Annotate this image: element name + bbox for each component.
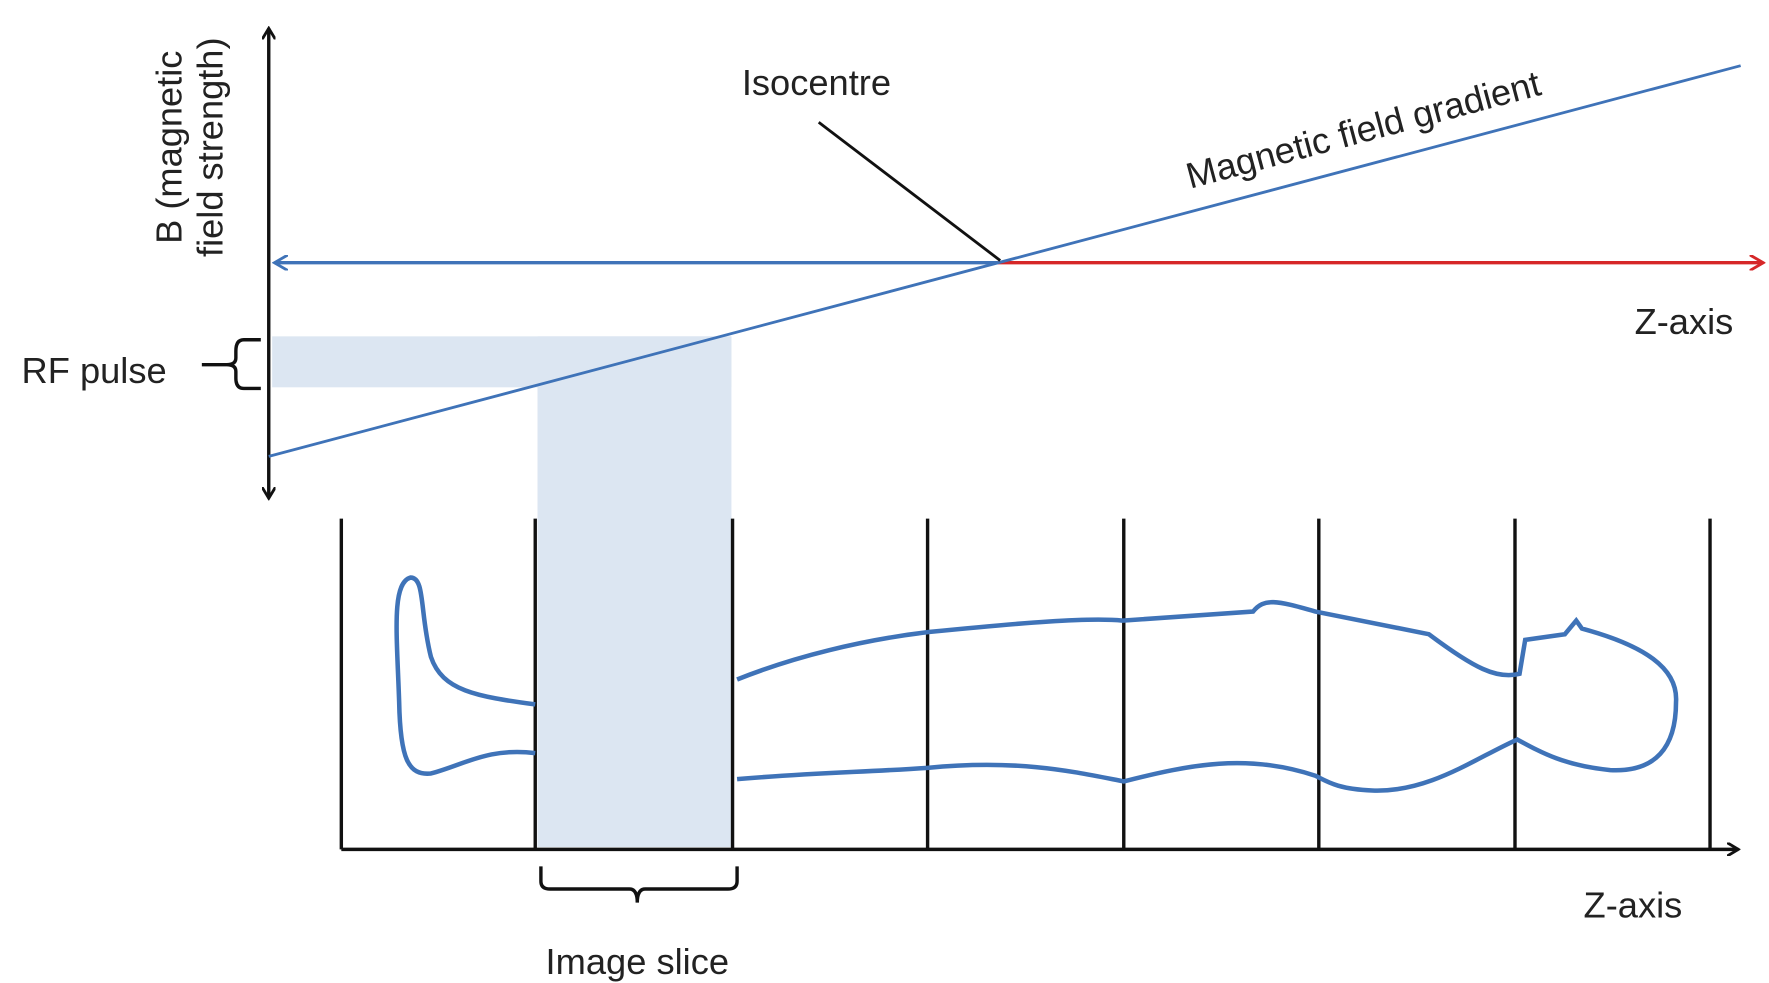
rf-brace [202, 340, 261, 389]
top-z-label: Z-axis [1635, 301, 1734, 342]
bottom-z-label: Z-axis [1584, 884, 1683, 925]
y-label-line1: B (magnetic [148, 51, 189, 244]
y-label: B (magnetic field strength) [148, 37, 230, 256]
slice-band [538, 336, 732, 847]
body-upper [737, 602, 1676, 790]
isocentre-label: Isocentre [742, 62, 891, 103]
y-label-line2: field strength) [189, 37, 230, 256]
isocentre-leader [819, 122, 1000, 260]
image-slice-label: Image slice [546, 941, 729, 982]
mri-diagram: B (magnetic field strength) Isocentre Ma… [0, 0, 1769, 983]
slice-brace [541, 866, 737, 902]
body-feet [397, 578, 536, 774]
page: B (magnetic field strength) Isocentre Ma… [0, 0, 1769, 983]
gradient-label: Magnetic field gradient [1182, 63, 1545, 197]
rf-pulse-label: RF pulse [22, 350, 167, 391]
